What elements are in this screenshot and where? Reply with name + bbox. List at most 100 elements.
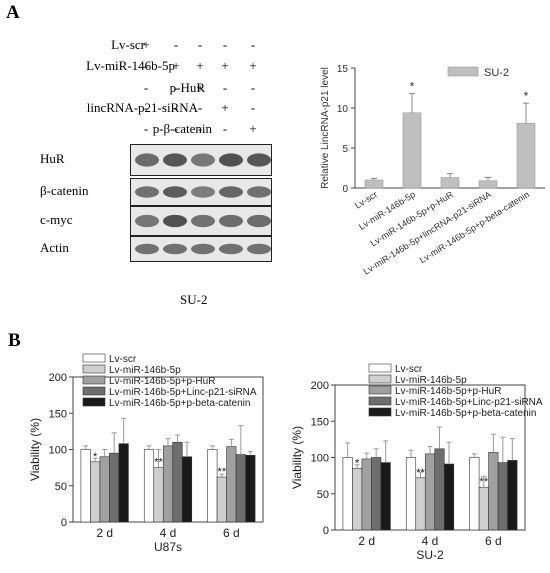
blot-band [247,153,271,167]
treatment-sign: - [143,58,149,73]
treatment-label: Lv-scr [111,37,145,52]
blot-band [135,186,159,198]
treatment-sign: - [197,100,203,115]
significance-mark: ** [480,476,489,488]
legend-label: Lv-miR-146b-5p+Linc-p21-siRNA [395,397,543,408]
blot-label: β-catenin [40,183,89,198]
bar [415,477,426,531]
legend-label: Lv-miR-146b-5p+p-HuR [395,386,501,397]
blot-band [163,186,187,198]
bar [371,457,382,531]
bar [478,486,489,531]
y-tick-label: 5 [342,144,348,155]
treatment-label: p-HuR [169,80,205,95]
blot-label: HuR [40,151,65,166]
y-tick-label: 50 [55,481,67,493]
y-axis-label: Relative LincRNA-p21 level [320,67,331,189]
bar [226,446,237,523]
legend-label: Lv-miR-146b-5p+p-HuR [109,376,215,387]
panel-b-letter: B [8,330,21,351]
blot-bands [135,243,271,255]
bar [434,448,445,531]
legend-label: Lv-scr [395,364,423,375]
treatment-sign: - [173,37,179,52]
legend-swatch [82,375,106,385]
blot-strip [130,178,272,206]
category-label: 6 d [485,534,502,548]
panel-a-letter: A [6,2,20,23]
treatment-label: Lv-miR-146b-5p [86,58,175,73]
bar [364,179,384,189]
treatment-sign: - [222,37,228,52]
x-axis-label: U87s [154,540,182,554]
blot-band [219,186,243,198]
category-label: 2 d [96,526,113,540]
blot-bands [135,186,271,198]
y-tick-label: 100 [49,445,67,457]
treatment-sign: - [222,121,228,136]
bar [516,122,536,189]
y-tick-label: 200 [311,380,329,392]
significance-mark: * [524,89,529,103]
category-label: 6 d [223,526,240,540]
blot-strip [130,144,272,176]
treatment-sign: + [196,80,204,95]
y-tick-label: 0 [342,184,348,195]
legend-swatch [368,385,392,395]
treatment-sign: - [173,100,179,115]
bar [443,463,455,531]
blot-band [191,153,215,167]
legend-label: Lv-miR-146b-5p+p-beta-catenin [109,398,250,409]
bar [497,462,508,531]
blot-band [191,214,215,228]
blot-strip [130,236,272,262]
blot-bands [135,214,271,228]
bar [99,456,110,523]
bar [207,449,218,523]
y-tick-label: 0 [61,517,67,529]
bar [380,462,391,531]
legend-swatch [82,386,106,396]
treatment-sign: + [196,58,204,73]
treatment-label: lincRNA-p21-siRNA [86,100,198,115]
viability-su2-chart: 0 50 100 150 200 Viability (%) * 2 d ** 4 d ** 6 d S… [290,363,543,562]
bar [235,454,246,523]
viability-u87s-chart: 0 50 100 150 200 Viability (%) * 2 d ** 4 d ** 6 d U… [28,353,264,554]
treatment-sign: - [143,121,149,136]
blot-band [135,214,159,228]
blot-band [191,186,215,198]
treatment-sign: + [142,37,150,52]
significance-mark: * [410,80,415,94]
y-tick-label: 100 [311,453,329,465]
blot-band [135,153,159,167]
blot-band [163,214,187,228]
bar [405,457,417,531]
bar [216,476,227,523]
bar [402,112,422,189]
blot-band [247,214,271,228]
legend-swatch [82,397,106,407]
treatment-label: p-β-catenin [152,121,212,136]
legend-swatch [82,353,106,363]
bar [469,457,480,531]
y-axis-label: Viability (%) [28,418,42,481]
treatment-sign: - [143,80,149,95]
bar [172,441,183,523]
legend-swatch [368,374,392,384]
y-tick-label: 50 [317,489,329,501]
y-tick-label: 10 [337,104,349,115]
legend-swatch [368,407,392,417]
bar [181,456,193,523]
y-tick-label: 15 [337,64,349,75]
significance-mark: * [93,451,98,463]
y-axis-label: Viability (%) [290,426,304,489]
bar [478,180,498,189]
blot-band [163,153,187,167]
bar [352,468,363,531]
legend-label: Lv-miR-146b-5p [109,365,181,376]
bar [118,443,129,523]
treatment-sign: - [250,37,256,52]
blot-label: Actin [40,240,69,255]
bar [162,445,174,523]
